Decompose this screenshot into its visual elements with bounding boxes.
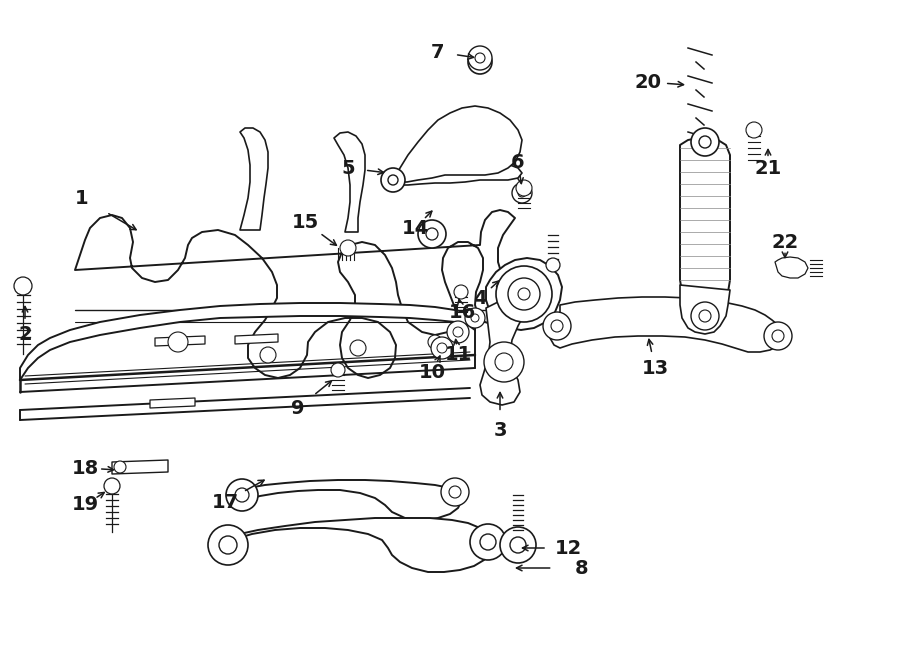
Polygon shape [395,106,522,182]
Circle shape [746,122,762,138]
Text: 18: 18 [71,459,99,477]
Circle shape [518,288,530,300]
Circle shape [495,353,513,371]
Polygon shape [775,257,808,278]
Circle shape [470,524,506,560]
Polygon shape [240,128,268,230]
Polygon shape [390,162,522,185]
Circle shape [454,285,468,299]
Circle shape [475,57,485,67]
Text: 10: 10 [418,362,446,381]
Circle shape [543,312,571,340]
Circle shape [441,478,469,506]
Circle shape [551,320,563,332]
Circle shape [546,258,560,272]
Text: 21: 21 [754,159,781,178]
Circle shape [226,479,258,511]
Circle shape [14,277,32,295]
Circle shape [484,342,524,382]
Circle shape [437,343,447,353]
Circle shape [699,136,711,148]
Polygon shape [550,297,782,352]
Circle shape [350,340,366,356]
Text: 1: 1 [76,188,89,208]
Circle shape [772,330,784,342]
Polygon shape [75,210,515,378]
Text: 6: 6 [511,153,525,171]
Circle shape [453,327,463,337]
Polygon shape [150,398,195,408]
Circle shape [418,220,446,248]
Circle shape [508,278,540,310]
Circle shape [219,536,237,554]
Circle shape [208,525,248,565]
Text: 17: 17 [212,492,239,512]
Circle shape [510,537,526,553]
Circle shape [496,266,552,322]
Polygon shape [20,303,475,380]
Circle shape [447,321,469,343]
Circle shape [431,337,453,359]
Text: 13: 13 [642,358,669,377]
Polygon shape [112,460,168,474]
Circle shape [104,478,120,494]
Text: 9: 9 [292,399,305,418]
Text: 5: 5 [341,159,355,178]
Circle shape [691,302,719,330]
Polygon shape [230,480,462,520]
Circle shape [381,168,405,192]
Circle shape [518,189,526,197]
Polygon shape [220,518,492,572]
Circle shape [449,486,461,498]
Polygon shape [334,132,365,232]
Polygon shape [480,302,524,405]
Text: 14: 14 [401,219,428,237]
Polygon shape [486,258,562,330]
Circle shape [340,240,356,256]
Circle shape [235,488,249,502]
Circle shape [516,180,532,196]
Circle shape [475,53,485,63]
Text: 4: 4 [473,288,487,307]
Polygon shape [155,336,205,346]
Circle shape [465,308,485,328]
Text: 7: 7 [431,42,445,61]
Circle shape [468,50,492,74]
Text: 20: 20 [634,73,662,91]
Text: 19: 19 [71,496,99,514]
Circle shape [331,363,345,377]
Circle shape [428,335,442,349]
Text: 8: 8 [575,559,589,578]
Circle shape [471,314,479,322]
Circle shape [500,527,536,563]
Circle shape [168,332,188,352]
Circle shape [426,228,438,240]
Text: 3: 3 [493,420,507,440]
Circle shape [480,534,496,550]
Circle shape [512,183,532,203]
Text: 15: 15 [292,212,319,231]
Polygon shape [235,334,278,344]
Circle shape [691,128,719,156]
Text: 16: 16 [448,303,475,321]
Circle shape [388,175,398,185]
Circle shape [764,322,792,350]
Polygon shape [680,285,730,334]
Text: 11: 11 [445,346,472,364]
Polygon shape [680,138,730,308]
Circle shape [468,46,492,70]
Circle shape [260,347,276,363]
Circle shape [114,461,126,473]
Text: 12: 12 [554,539,581,557]
Text: 2: 2 [18,325,32,344]
Circle shape [699,310,711,322]
Text: 22: 22 [771,233,798,251]
